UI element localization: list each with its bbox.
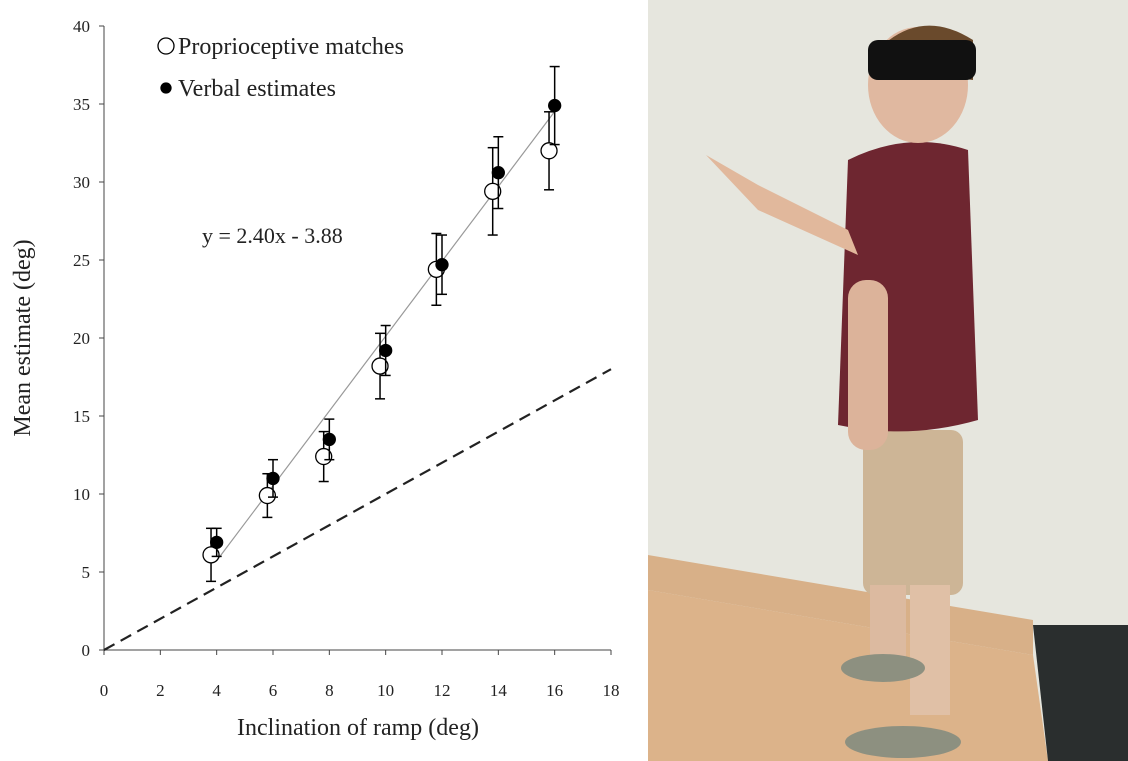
point — [379, 343, 393, 358]
legend-label: Verbal estimates — [178, 76, 336, 102]
legend-label: Proprioceptive matches — [178, 34, 404, 60]
x-axis-label: Inclination of ramp (deg) — [237, 715, 479, 741]
leg — [870, 585, 906, 665]
y-tick-label: 30 — [73, 173, 90, 192]
legend-marker — [160, 82, 172, 94]
y-axis-label: Mean estimate (deg) — [10, 239, 36, 436]
shorts — [863, 430, 963, 595]
point — [210, 535, 224, 550]
y-tick-label: 35 — [73, 95, 90, 114]
point — [202, 546, 220, 564]
y-tick-label: 20 — [73, 329, 90, 348]
blindfold — [868, 40, 976, 80]
y-tick-label: 25 — [73, 251, 90, 270]
y-tick-label: 40 — [73, 17, 90, 36]
chart: Inclination of ramp (deg) Mean estimate … — [10, 17, 620, 741]
x-tick-label: 10 — [377, 681, 394, 700]
x-tick-label: 18 — [603, 681, 620, 700]
legend-marker — [157, 37, 175, 55]
point — [484, 182, 502, 201]
x-tick-label: 12 — [434, 681, 451, 700]
point — [548, 98, 562, 113]
arm — [706, 155, 858, 255]
x-tick-label: 14 — [490, 681, 508, 700]
point — [266, 471, 280, 486]
x-tick-label: 4 — [212, 681, 221, 700]
y-tick-label: 5 — [82, 563, 91, 582]
point — [540, 142, 558, 160]
mat — [1033, 625, 1128, 761]
point — [258, 486, 277, 505]
y-tick-label: 10 — [73, 485, 90, 504]
x-tick-label: 6 — [269, 681, 278, 700]
x-tick-label: 0 — [100, 681, 109, 700]
leg — [910, 585, 950, 715]
point — [491, 165, 505, 180]
reference-line — [103, 368, 612, 651]
photo — [648, 0, 1128, 761]
point — [435, 258, 449, 272]
point — [322, 432, 336, 447]
x-tick-label: 2 — [156, 681, 165, 700]
annotation: y = 2.40x - 3.88 — [202, 223, 343, 248]
shoe — [841, 654, 925, 682]
shoe — [845, 726, 961, 758]
arm — [848, 280, 888, 450]
x-tick-label: 16 — [546, 681, 563, 700]
point — [315, 447, 333, 466]
x-tick-label: 8 — [325, 681, 334, 700]
y-tick-label: 0 — [82, 641, 91, 660]
point — [371, 357, 389, 375]
y-tick-label: 15 — [73, 407, 90, 426]
